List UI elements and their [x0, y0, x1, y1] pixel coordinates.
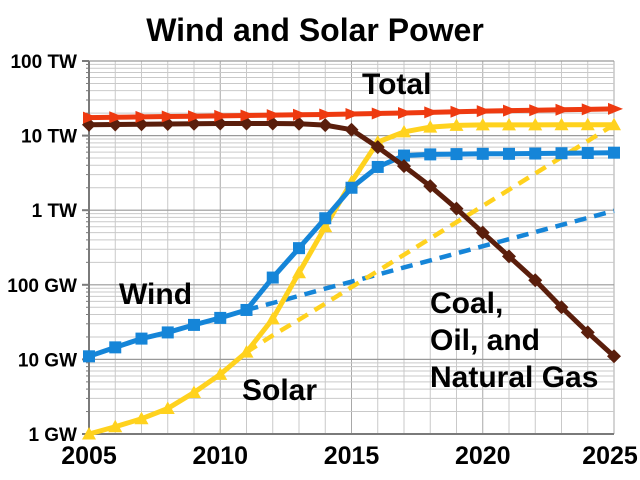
y-axis-tick-label: 100 TW	[10, 52, 77, 73]
y-axis-tick-label: 100 GW	[7, 276, 77, 297]
annotation-total: Total	[362, 68, 432, 101]
x-axis-tick-label: 2010	[192, 442, 248, 470]
annotation-solar: Solar	[242, 374, 318, 407]
y-axis-tick-label: 1 TW	[32, 201, 77, 222]
x-axis-tick-label: 2025	[582, 442, 638, 470]
y-axis-tick-label: 10 GW	[18, 350, 77, 371]
annotation-fossil-line1: Coal,	[430, 287, 504, 320]
series-wind	[83, 146, 620, 363]
series-solar-pre-2011-trend-projection	[245, 122, 616, 355]
x-axis-tick-label: 2020	[455, 442, 511, 470]
y-axis-tick-label: 10 TW	[21, 127, 77, 148]
annotation-fossil: Coal, Oil, and Natural Gas	[430, 285, 598, 396]
series-total	[83, 102, 623, 124]
chart-title: Wind and Solar Power	[146, 12, 484, 48]
annotation-fossil-line3: Natural Gas	[430, 361, 599, 394]
annotation-wind: Wind	[119, 278, 193, 311]
y-axis-tick-label: 1 GW	[28, 425, 77, 446]
series-coal-oil-and-natural-gas	[82, 116, 621, 364]
x-axis-tick-label: 2015	[324, 442, 380, 470]
series-wind-pre-2011-trend-projection	[245, 208, 615, 313]
annotation-fossil-line2: Oil, and	[430, 324, 541, 357]
x-axis-tick-label: 2005	[61, 442, 117, 470]
